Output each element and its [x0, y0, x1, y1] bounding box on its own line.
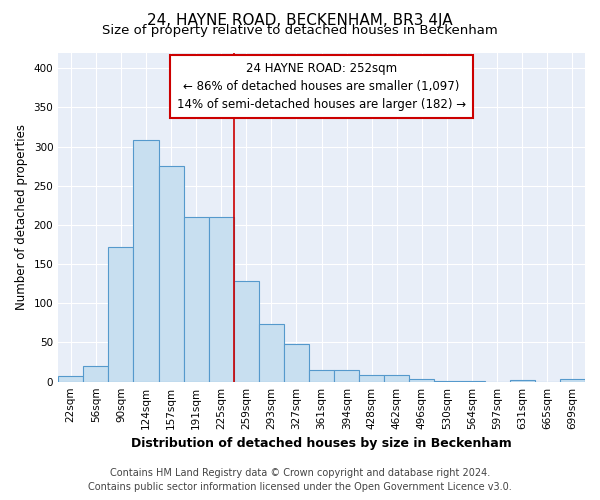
Bar: [184, 217, 209, 382]
Text: 24 HAYNE ROAD: 252sqm
← 86% of detached houses are smaller (1,097)
14% of semi-d: 24 HAYNE ROAD: 252sqm ← 86% of detached …: [177, 62, 466, 112]
Bar: [259, 324, 284, 382]
Bar: [209, 217, 234, 382]
Bar: [309, 370, 334, 382]
Bar: [560, 378, 585, 382]
Bar: [109, 247, 133, 382]
Bar: [359, 374, 385, 382]
Bar: [158, 166, 184, 382]
Text: 24, HAYNE ROAD, BECKENHAM, BR3 4JA: 24, HAYNE ROAD, BECKENHAM, BR3 4JA: [147, 12, 453, 28]
Bar: [409, 380, 434, 382]
Bar: [58, 376, 83, 382]
Bar: [460, 381, 485, 382]
Bar: [284, 344, 309, 382]
Y-axis label: Number of detached properties: Number of detached properties: [15, 124, 28, 310]
Bar: [334, 370, 359, 382]
Text: Contains HM Land Registry data © Crown copyright and database right 2024.
Contai: Contains HM Land Registry data © Crown c…: [88, 468, 512, 492]
Text: Size of property relative to detached houses in Beckenham: Size of property relative to detached ho…: [102, 24, 498, 37]
Bar: [510, 380, 535, 382]
Bar: [133, 140, 158, 382]
X-axis label: Distribution of detached houses by size in Beckenham: Distribution of detached houses by size …: [131, 437, 512, 450]
Bar: [234, 282, 259, 382]
Bar: [434, 381, 460, 382]
Bar: [83, 366, 109, 382]
Bar: [385, 376, 409, 382]
